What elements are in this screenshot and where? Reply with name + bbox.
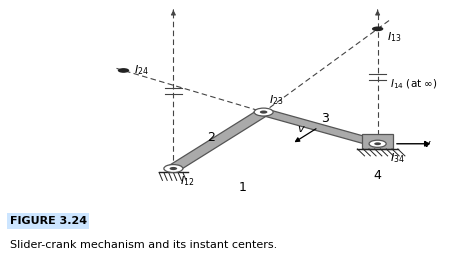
Bar [362, 134, 393, 149]
Text: $I_{14}\ \mathrm{(at}\ \infty\mathrm{)}$: $I_{14}\ \mathrm{(at}\ \infty\mathrm{)}$ [390, 77, 437, 91]
Circle shape [118, 68, 129, 73]
Circle shape [170, 167, 177, 170]
Text: 2: 2 [208, 131, 215, 144]
Text: $I_{34}$: $I_{34}$ [390, 152, 404, 166]
Circle shape [164, 165, 183, 172]
Text: $I_{24}$: $I_{24}$ [134, 64, 149, 77]
Text: $I_{23}$: $I_{23}$ [269, 93, 284, 107]
Polygon shape [167, 110, 270, 170]
Circle shape [374, 142, 381, 145]
Circle shape [254, 108, 273, 116]
Text: $v$: $v$ [297, 124, 306, 134]
Polygon shape [259, 109, 382, 146]
Circle shape [369, 140, 386, 147]
Text: Slider-crank mechanism and its instant centers.: Slider-crank mechanism and its instant c… [10, 240, 277, 250]
Circle shape [260, 110, 267, 114]
Text: 4: 4 [374, 169, 381, 182]
Circle shape [372, 26, 383, 31]
Text: 1: 1 [238, 181, 246, 194]
Text: $v$: $v$ [423, 139, 431, 149]
Text: $I_{13}$: $I_{13}$ [387, 30, 401, 44]
Text: 3: 3 [322, 112, 329, 124]
Text: FIGURE 3.24: FIGURE 3.24 [10, 216, 86, 226]
Text: $I_{12}$: $I_{12}$ [180, 174, 195, 188]
